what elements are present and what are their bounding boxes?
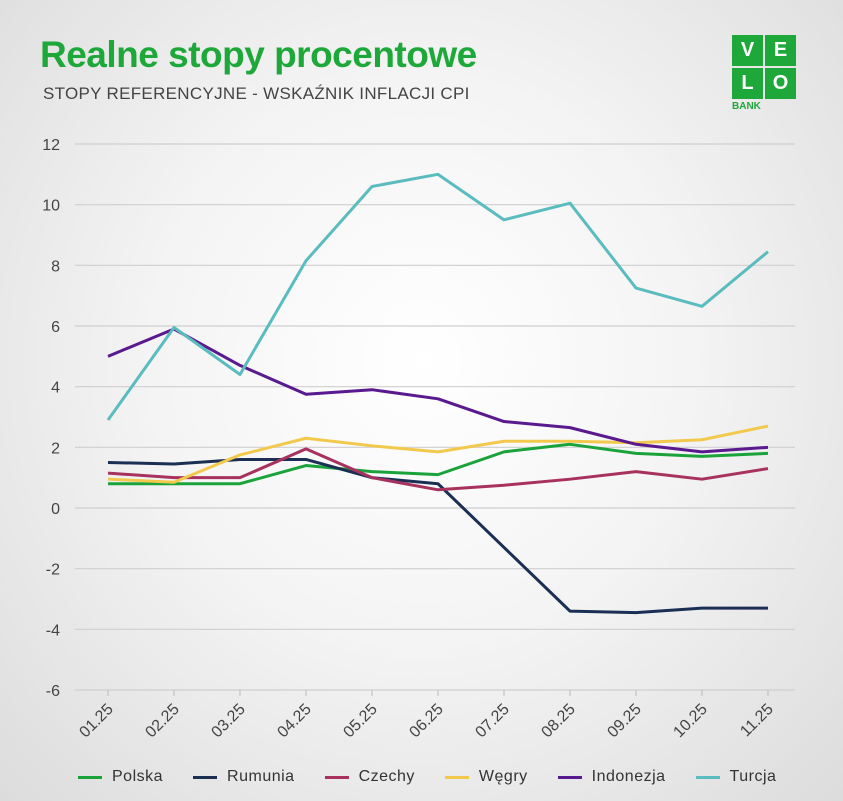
x-tick-label: 05.25 (340, 701, 380, 741)
y-tick-label: -6 (46, 683, 60, 700)
x-tick-label: 09.25 (604, 701, 644, 741)
chart-title: Realne stopy procentowe (40, 34, 477, 75)
legend-swatch (557, 775, 582, 779)
y-tick-label: 12 (42, 137, 60, 154)
x-tick-label: 08.25 (538, 701, 578, 741)
x-tick-label: 07.25 (472, 701, 512, 741)
legend-swatch (78, 775, 102, 779)
legend-label: Polska (112, 768, 164, 785)
legend-swatch (695, 775, 720, 779)
x-tick-label: 03.25 (208, 701, 248, 741)
y-tick-label: 8 (51, 258, 60, 275)
logo-letter: O (765, 68, 796, 99)
x-tick-label: 02.25 (142, 701, 182, 741)
y-tick-label: 2 (51, 440, 60, 457)
logo-letter: V (732, 35, 763, 66)
logo-bank-text: BANK (732, 101, 761, 112)
y-tick-label: 6 (51, 319, 60, 336)
legend-label: Czechy (358, 768, 415, 785)
legend-item: Indonezja (557, 768, 666, 786)
legend-item: Węgry (444, 768, 528, 786)
legend-item: Rumunia (193, 768, 295, 786)
y-tick-label: 0 (51, 501, 60, 518)
legend-label: Indonezja (591, 768, 666, 785)
chart-subtitle: STOPY REFERENCYJNE - WSKAŹNIK INFLACJI C… (43, 84, 470, 103)
series-line-indonezja (107, 327, 769, 454)
legend-label: Rumunia (227, 768, 295, 785)
y-tick-label: -4 (46, 622, 60, 639)
y-tick-label: 10 (42, 198, 60, 215)
legend-item: Polska (78, 768, 163, 786)
legend-label: Węgry (478, 768, 528, 785)
legend-item: Turcja (695, 768, 777, 786)
legend-label: Turcja (729, 768, 777, 785)
y-tick-label: 4 (51, 380, 60, 397)
legend-swatch (324, 775, 349, 779)
x-tick-label: 11.25 (737, 701, 777, 741)
x-tick-label: 04.25 (274, 701, 314, 741)
x-tick-label: 10.25 (670, 701, 710, 741)
logo-letter: E (765, 35, 796, 66)
legend: Polska Rumunia Czechy Węgry Indonezja Turcja (78, 768, 806, 786)
legend-swatch (444, 775, 469, 779)
x-tick-label: 06.25 (406, 701, 446, 741)
x-tick-label: 01.25 (76, 701, 116, 741)
legend-swatch (193, 775, 218, 779)
legend-item: Czechy (324, 768, 415, 786)
y-tick-label: -2 (46, 562, 60, 579)
logo-letter: L (732, 68, 763, 99)
series-line-turcja (106, 172, 769, 421)
velobank-logo: V E L O BANK (732, 35, 796, 112)
